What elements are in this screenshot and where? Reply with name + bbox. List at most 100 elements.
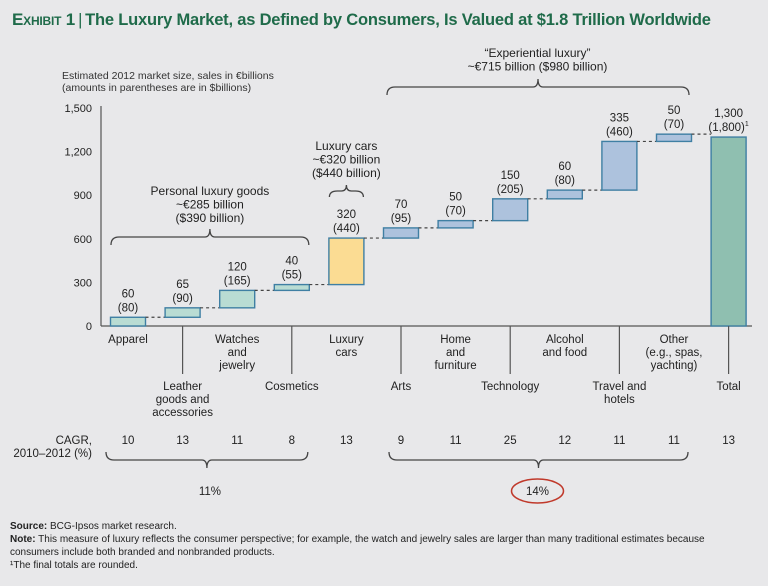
cagr-value: 8 [289,435,295,447]
category-label: yachting) [651,360,698,372]
bar-experiential [655,133,693,143]
bar-usd-label: (205) [497,184,524,196]
bar-usd-label: (70) [445,206,466,218]
bracket-label-cars: Luxury cars [315,139,377,153]
cagr-value: 13 [176,435,189,447]
bar-usd-label: (95) [391,213,412,225]
bar-usd-label: (460) [606,126,633,138]
category-label: and [228,347,247,359]
y-axis-label: Estimated 2012 market size, sales in €bi… [62,70,274,94]
bracket-label-cars: ($440 billion) [312,166,381,180]
bar-usd-label: (165) [224,275,251,287]
bar-value-label: 1,300 [714,108,743,120]
bar-value-label: 120 [228,261,247,273]
bar-usd-label: (1,800)1 [708,121,748,134]
bar-value-label: 320 [337,209,356,221]
category-label: Cosmetics [265,381,319,393]
bar-experiential [382,227,420,239]
cagr-value: 11 [231,435,243,447]
y-tick-label: 300 [74,277,92,289]
y-tick-label: 900 [74,190,92,202]
cagr-bracket-experiential [388,451,689,469]
title-separator: | [78,11,83,29]
cagr-value: 9 [398,435,404,447]
bar-usd-label: (90) [172,293,193,305]
bar-usd-label: (55) [282,270,303,282]
bar-value-label: 150 [501,170,520,182]
cagr-value: 11 [450,435,462,447]
bar-cars [328,237,365,286]
bar-usd-label: (80) [118,302,139,314]
bar-value-label: 40 [285,256,298,268]
category-label: Travel and [592,381,646,393]
bracket-label-personal: Personal luxury goods [151,184,270,198]
category-label: jewelry [218,360,255,372]
bar-value-label: 335 [610,112,629,124]
bar-value-label: 50 [668,105,681,117]
bracket-label-personal: ($390 billion) [176,211,245,225]
category-label: Total [716,381,740,393]
category-label: cars [336,347,358,359]
y-axis-label-line: (amounts in parentheses are in $billions… [62,82,252,94]
y-tick-label: 1,500 [64,103,92,115]
waterfall-chart: 0 300 600 900 1,200 1,500 60 (80) 65 (90) 120 (165)… [13,46,752,504]
y-axis-label-line: Estimated 2012 market size, sales in €bi… [62,70,274,82]
cagr-value: 11 [668,435,680,447]
bar-experiential [601,140,638,191]
note-label: Note: [10,534,36,545]
exhibit-title: Exhibit 1 | The Luxury Market, as Defined … [12,10,711,30]
category-label: Apparel [108,334,148,346]
category-label: Luxury [329,334,364,346]
category-label: and [446,347,465,359]
cagr-value: 13 [722,435,735,447]
cagr-value: 13 [340,435,353,447]
footer: Source: BCG-Ipsos market research. Note:… [10,520,750,572]
cagr-value: 10 [122,435,135,447]
bar-experiential [437,219,474,229]
bar-personal [273,283,310,292]
category-label: accessories [152,407,213,419]
source-line: Source: BCG-Ipsos market research. [10,520,750,533]
cagr-label: 2010–2012 (%) [13,448,92,460]
category-label: Leather [163,381,202,393]
source-label: Source: [10,521,48,532]
category-label: Alcohol [546,334,584,346]
cagr-value: 12 [558,435,571,447]
bracket-experiential [386,78,690,96]
category-label: goods and [156,394,210,406]
category-label: Technology [481,381,539,393]
bar-personal [218,289,256,309]
bracket-label-cars: ~€320 billion [313,153,381,167]
bracket-label-experiential: ~€715 billion ($980 billion) [468,60,608,74]
cagr-value: 25 [504,435,517,447]
cagr-average-personal: 11% [199,486,221,498]
y-tick-label: 600 [74,234,92,246]
bar-usd-label: (440) [333,223,360,235]
note-text: This measure of luxury reflects the cons… [10,534,705,558]
bracket-personal-luxury [110,228,310,246]
cagr-value: 11 [613,435,625,447]
bracket-luxury-cars [328,184,365,198]
bar-usd-label: (70) [664,119,685,131]
bracket-label-experiential: “Experiential luxury” [484,46,590,60]
cagr-average-experiential: 14% [526,486,549,498]
highlight-circle [510,478,565,504]
bar-value-label: 60 [122,288,135,300]
bar-experiential [492,198,529,222]
title-text: The Luxury Market, as Defined by Consume… [85,11,711,29]
bar-experiential [546,189,583,200]
bar-value-label: 50 [449,192,462,204]
footnote: ¹The final totals are rounded. [10,560,138,571]
y-tick-label: 1,200 [64,147,92,159]
bar-personal [164,307,201,318]
category-label: hotels [604,394,635,406]
exhibit-number: Exhibit 1 [12,10,76,29]
bar-value-label: 60 [558,161,571,173]
bar-personal [109,316,147,327]
category-label: Arts [391,381,412,393]
category-label: furniture [435,360,477,372]
bar-value-label: 65 [176,279,189,291]
category-label: and food [542,347,587,359]
cagr-label: CAGR, [56,435,92,447]
footnote-marker: 1 [745,121,749,128]
